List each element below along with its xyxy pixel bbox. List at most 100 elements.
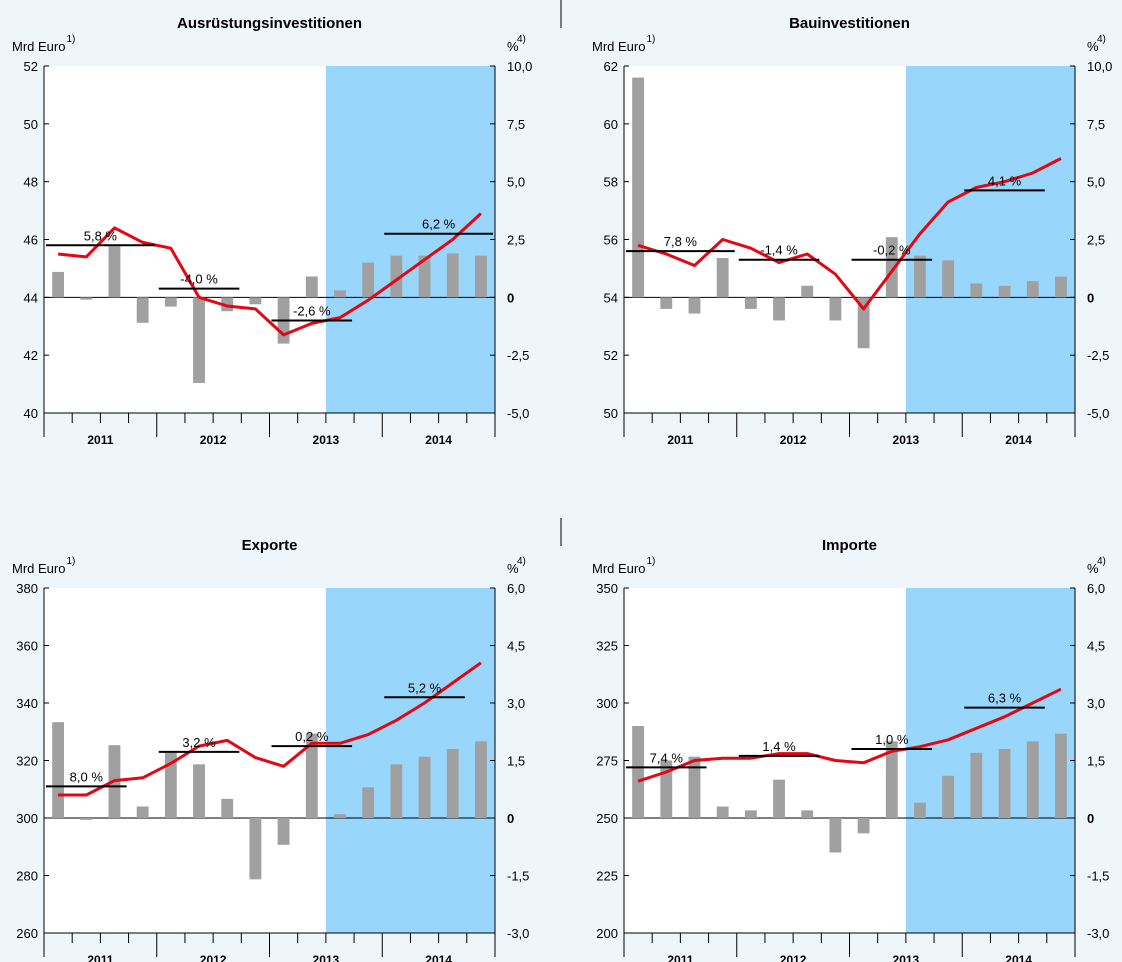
right-unit-label: % <box>507 39 519 54</box>
bar-q16 <box>474 255 487 298</box>
right-unit-footnote: 4) <box>1097 34 1106 45</box>
level-line <box>57 212 482 337</box>
bar-q6 <box>193 297 205 383</box>
left-tick-label: 52 <box>604 348 618 363</box>
bar-q10 <box>885 237 898 298</box>
right-tick-label: 3,0 <box>507 696 525 711</box>
bar-q3 <box>108 246 121 298</box>
average-label: 7,4 % <box>650 750 684 765</box>
left-unit-label: Mrd Euro <box>12 39 65 54</box>
average-label: 1,0 % <box>875 732 909 747</box>
bar-q11 <box>334 814 346 818</box>
bar-q14 <box>418 255 431 298</box>
right-tick-label: 6,0 <box>1087 581 1105 596</box>
bar-q9 <box>277 818 290 845</box>
bar-q8 <box>249 297 262 305</box>
left-tick-label: 340 <box>16 696 38 711</box>
bar-q11 <box>914 802 926 818</box>
bar-q4 <box>716 258 729 298</box>
bar-q2 <box>660 760 673 818</box>
right-tick-label: 5,0 <box>507 175 525 190</box>
right-tick-label: -5,0 <box>507 406 529 421</box>
bar-q6 <box>773 297 785 321</box>
year-label: 2011 <box>87 433 113 447</box>
left-tick-label: 280 <box>16 869 38 884</box>
left-tick-label: 320 <box>16 754 38 769</box>
right-tick-label: 1,5 <box>1087 754 1105 769</box>
right-tick-label: -1,5 <box>507 869 529 884</box>
right-unit-label: % <box>1087 561 1099 576</box>
right-tick-label: 0 <box>507 811 514 826</box>
bar-q15 <box>446 253 459 298</box>
left-tick-label: 260 <box>16 926 38 941</box>
right-tick-label: 2,5 <box>507 233 525 248</box>
left-tick-label: 200 <box>596 926 618 941</box>
year-label: 2014 <box>1005 433 1032 447</box>
bar-q8 <box>829 818 842 853</box>
bar-q10 <box>885 741 898 818</box>
year-label: 2013 <box>313 953 340 962</box>
average-label: 4,1 % <box>988 173 1022 188</box>
bar-q7 <box>221 798 234 818</box>
left-unit-label: Mrd Euro <box>12 561 65 576</box>
left-tick-label: 50 <box>604 406 618 421</box>
right-tick-label: 4,5 <box>1087 639 1105 654</box>
year-label: 2013 <box>893 953 920 962</box>
average-label: -0,2 % <box>873 243 911 258</box>
left-tick-label: 380 <box>16 581 38 596</box>
bar-q1 <box>632 726 645 818</box>
year-label: 2014 <box>425 433 452 447</box>
year-label: 2011 <box>667 433 693 447</box>
year-label: 2011 <box>667 953 693 962</box>
bar-q15 <box>1026 281 1039 298</box>
left-tick-label: 46 <box>24 233 38 248</box>
bar-q4 <box>136 297 149 323</box>
bar-q4 <box>716 806 729 818</box>
left-tick-label: 62 <box>604 59 618 74</box>
right-tick-label: 7,5 <box>507 117 525 132</box>
bar-q13 <box>970 752 983 818</box>
right-tick-label: -3,0 <box>507 926 529 941</box>
left-tick-label: 300 <box>596 696 618 711</box>
chart-title: Importe <box>822 537 877 554</box>
year-label: 2012 <box>780 433 807 447</box>
left-tick-label: 350 <box>596 581 618 596</box>
left-unit-footnote: 1) <box>66 556 75 567</box>
forecast-shading <box>325 588 495 933</box>
left-tick-label: 300 <box>16 811 38 826</box>
bar-q12 <box>362 262 375 298</box>
right-tick-label: -2,5 <box>507 348 529 363</box>
bar-q10 <box>305 276 318 298</box>
right-unit-footnote: 4) <box>517 34 526 45</box>
left-unit-label: Mrd Euro <box>592 561 645 576</box>
bar-q4 <box>136 806 149 818</box>
average-label: 6,2 % <box>422 217 456 232</box>
left-unit-footnote: 1) <box>646 34 655 45</box>
right-unit-footnote: 4) <box>517 556 526 567</box>
right-tick-label: 2,5 <box>1087 233 1105 248</box>
right-tick-label: -1,5 <box>1087 869 1109 884</box>
bar-q13 <box>970 283 983 298</box>
chart-title: Exporte <box>242 537 298 554</box>
bar-q15 <box>1026 741 1039 818</box>
bar-q12 <box>942 775 955 818</box>
bar-q12 <box>942 260 955 298</box>
right-tick-label: -3,0 <box>1087 926 1109 941</box>
year-label: 2014 <box>1005 953 1032 962</box>
year-label: 2012 <box>200 433 227 447</box>
panel-bauinvestitionen: 50 52 54 56 58 60 62 -5,0 -2,5 0 2,5 5,0 7,5 10,0 2011… <box>592 15 1112 447</box>
bar-q12 <box>362 787 375 818</box>
panel-importe: 200 225 250 275 300 325 350 -3,0 -1,5 0 1,5 3,0 4,5 6… <box>592 537 1109 962</box>
year-label: 2013 <box>893 433 920 447</box>
right-tick-label: -5,0 <box>1087 406 1109 421</box>
right-tick-label: 1,5 <box>507 754 525 769</box>
average-label: -2,6 % <box>293 303 331 318</box>
right-tick-label: -2,5 <box>1087 348 1109 363</box>
right-unit-footnote: 4) <box>1097 556 1106 567</box>
right-tick-label: 0 <box>1087 811 1094 826</box>
bar-q3 <box>688 297 701 314</box>
forecast-shading <box>325 66 495 413</box>
bar-q1 <box>52 271 65 298</box>
left-unit-label: Mrd Euro <box>592 39 645 54</box>
